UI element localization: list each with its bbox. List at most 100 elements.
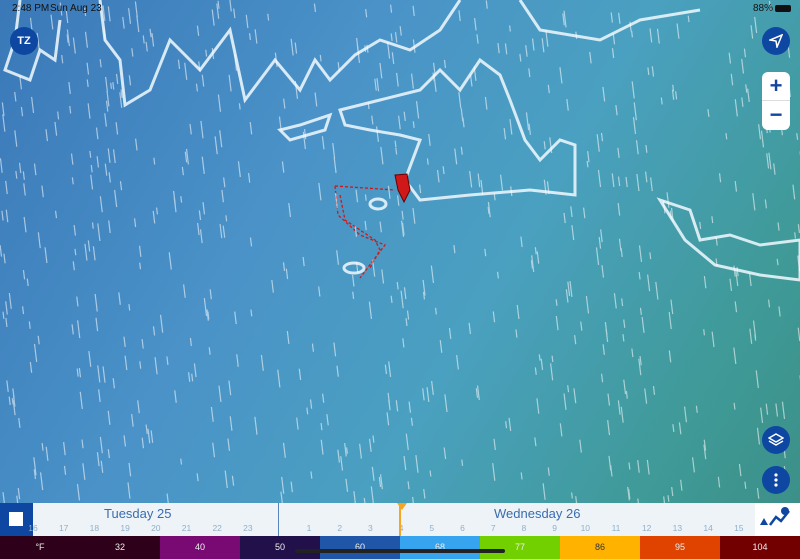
chart-map[interactable] [0, 0, 800, 503]
rain-streak [73, 224, 76, 236]
rain-streak [211, 48, 215, 60]
rain-streak [218, 385, 222, 402]
rain-streak [105, 76, 109, 93]
rain-streak [104, 113, 107, 127]
rain-streak [492, 311, 496, 323]
rain-streak [516, 304, 520, 319]
rain-streak [644, 171, 648, 183]
weather-button[interactable] [755, 503, 800, 536]
locate-button[interactable] [762, 27, 790, 55]
hour-label: 22 [212, 523, 222, 533]
timezero-logo[interactable]: TZ [10, 27, 38, 55]
rain-streak [442, 166, 445, 175]
rain-streak [321, 136, 325, 150]
rain-streak [247, 172, 251, 183]
rain-streak [205, 49, 208, 57]
rain-streak [625, 390, 628, 399]
rain-streak [718, 173, 722, 183]
rain-streak [541, 38, 545, 53]
rain-streak [426, 387, 430, 402]
rain-streak [245, 14, 249, 29]
zoom-in-button[interactable]: + [762, 72, 790, 101]
rain-streak [267, 13, 270, 21]
rain-streak [33, 163, 37, 176]
rain-streak [302, 256, 305, 267]
hour-label: 9 [552, 523, 557, 533]
rain-streak [119, 92, 123, 108]
zoom-out-button[interactable]: − [769, 102, 783, 127]
rain-streak [639, 307, 642, 315]
rain-streak [290, 481, 293, 493]
rain-streak [84, 31, 89, 48]
stop-button[interactable] [0, 503, 33, 536]
rain-streak [525, 45, 528, 57]
hour-label: 4 [398, 523, 404, 533]
rain-streak [765, 403, 769, 415]
rain-streak [281, 476, 285, 494]
rain-streak [547, 467, 550, 476]
rain-streak [107, 449, 110, 459]
rain-streak [177, 59, 181, 69]
rain-streak [484, 248, 487, 257]
rain-streak [238, 103, 241, 110]
rain-streak [617, 203, 621, 216]
rain-streak [549, 137, 553, 154]
rain-streak [747, 88, 750, 103]
rain-streak [797, 255, 800, 272]
rain-streak [248, 33, 251, 40]
rain-streak [628, 462, 631, 470]
rain-streak [671, 89, 675, 100]
rain-streak [364, 45, 367, 53]
rain-streak [180, 196, 183, 203]
rain-streak [631, 30, 633, 38]
rain-streak [18, 162, 22, 174]
rain-streak [475, 388, 479, 398]
rain-streak [367, 102, 370, 110]
rain-streak [72, 37, 76, 54]
rain-streak [473, 66, 477, 81]
rain-streak [528, 123, 531, 135]
rain-streak [198, 210, 202, 221]
rain-streak [687, 15, 690, 23]
rain-streak [778, 306, 781, 317]
rain-streak [515, 329, 518, 338]
rain-streak [123, 435, 127, 447]
rain-streak [209, 289, 212, 300]
rain-streak [282, 262, 286, 272]
rain-streak [559, 67, 563, 84]
rain-streak [534, 367, 537, 375]
rain-streak [749, 328, 753, 344]
rain-streak [567, 281, 571, 297]
rain-streak [139, 361, 142, 369]
rain-streak [595, 247, 600, 265]
rain-streak [5, 318, 8, 327]
rain-streak [105, 100, 109, 112]
rain-streak [337, 449, 341, 463]
timeline[interactable]: Tuesday 25 Wednesday 26 16 17 18 19 20 21 22 23… [0, 503, 800, 536]
more-button[interactable] [762, 466, 790, 494]
rain-streak [628, 488, 631, 500]
rain-streak [228, 74, 232, 92]
rain-streak [2, 114, 6, 132]
rain-streak [794, 232, 797, 239]
rain-streak [254, 29, 258, 44]
rain-streak [675, 91, 678, 100]
rain-streak [376, 78, 380, 92]
boat-icon[interactable] [394, 173, 411, 204]
layers-button[interactable] [762, 426, 790, 454]
time-marker[interactable] [397, 503, 407, 510]
rain-streak [154, 357, 158, 375]
rain-streak [734, 180, 738, 192]
rain-streak [87, 103, 91, 119]
rain-streak [63, 465, 67, 475]
rain-streak [354, 225, 358, 237]
rain-streak [433, 62, 436, 77]
rain-streak [274, 52, 278, 68]
rain-streak [401, 222, 405, 236]
rain-streak [59, 2, 63, 16]
rain-streak [680, 479, 683, 491]
rain-streak [741, 58, 745, 74]
rain-streak [431, 381, 434, 395]
rain-streak [197, 222, 200, 236]
rain-streak [91, 222, 94, 229]
